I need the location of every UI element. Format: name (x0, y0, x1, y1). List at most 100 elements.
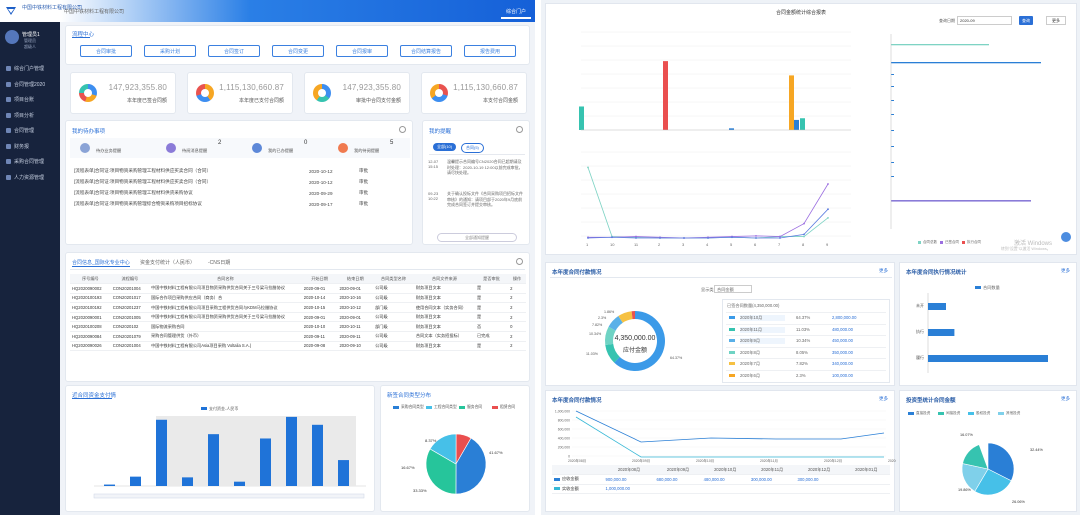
donut-icon (79, 84, 97, 102)
task-row[interactable]: [流程表单]合同证:项目物资采购管理工程材料供货采购协议 2020-09-29 审批 (74, 188, 392, 198)
task-tab-label[interactable]: 待办业务提醒 (96, 148, 122, 153)
table-row[interactable]: HQ2020100192 CON20201237 中国中铁材料工程有限公司项目采购工… (70, 302, 526, 313)
task-tab-label[interactable]: 待阅消息提醒 (182, 148, 208, 153)
table-row[interactable]: HQ2020090026 CON20201004 中国中铁材料工程有限公司Asia项… (70, 341, 526, 352)
progress-row[interactable]: 2020年8月 8.05% 350,000.00 (726, 346, 886, 357)
flow-button[interactable]: 合同报审 (336, 45, 388, 57)
column-header[interactable]: 开始日期 (301, 274, 338, 285)
contract-tab[interactable]: -CNS日期 (208, 260, 231, 266)
avatar[interactable] (5, 30, 19, 44)
query-button[interactable]: 查询 (1019, 16, 1033, 25)
progress-row[interactable]: 2020年9月 10.34% 450,000.00 (726, 335, 886, 345)
more-link[interactable]: 更多 (1061, 268, 1070, 273)
legend-item[interactable]: 采购合同类型 (393, 405, 424, 410)
table-row[interactable]: HQ2020090084 CON20201079 采购合同管理供货（外币） 2020-… (70, 331, 526, 342)
column-header[interactable]: 操作 (508, 274, 526, 285)
x-tick-label: 6 (754, 242, 757, 247)
more-link[interactable]: 更多 (879, 396, 888, 401)
table-row[interactable]: 应收金额 900,000.00 680,000.00 480,000.00 300,00… (552, 474, 890, 485)
more-link[interactable]: 更多 (879, 268, 888, 273)
column-header[interactable]: 合同名称 (148, 274, 302, 285)
more-dropdown[interactable]: 更多 (1046, 16, 1066, 25)
legend-item[interactable]: 执行合同 (962, 240, 981, 245)
kpi-card[interactable]: 1,115,130,660.87 本支付合同金额 (421, 72, 527, 114)
tab-portal[interactable]: 综合门户 (500, 6, 531, 19)
kpi-card[interactable]: 1,115,130,660.87 本年度已支付合同额 (187, 72, 293, 114)
legend-item[interactable]: 服务合同 (459, 405, 482, 410)
progress-row[interactable]: 2020年7月 7.82% 340,000.00 (726, 358, 886, 368)
legend-item[interactable]: 股权投资 (968, 411, 990, 416)
column-header[interactable]: 序号编号 (70, 274, 111, 285)
table-row[interactable]: HQ2020100208 CON2020102 国际物流采购合同 2020-10-10… (70, 321, 526, 333)
kpi-card[interactable]: 147,923,355.80 审批中合同支付金额 (304, 72, 410, 114)
notice-tab-all[interactable]: 全部(10) (433, 143, 457, 151)
task-tab-icon[interactable] (80, 143, 90, 153)
progress-row[interactable]: 2020年6月 2.3% 100,000.00 (726, 369, 886, 380)
row-color-swatch (729, 316, 735, 319)
kpi-card[interactable]: 147,923,355.80 本年度已签合同额 (70, 72, 176, 114)
task-row[interactable]: [流程表单]合同证:项目物资采购管理工程材料供应买卖合同（合同） 2020-10-… (74, 166, 392, 176)
contract-tab[interactable]: 合同信息_国际化专业中心 (72, 260, 130, 267)
flow-button[interactable]: 合同签订 (208, 45, 260, 57)
collapse-icon[interactable] (399, 126, 406, 133)
task-tab-label[interactable]: 我的已办提醒 (268, 148, 294, 153)
task-tab-icon[interactable] (338, 143, 348, 153)
row-amount: 350,000.00 (832, 349, 853, 355)
notice-tab-contract[interactable]: 合同(5) (461, 143, 484, 153)
flow-button[interactable]: 合同结算报告 (400, 45, 452, 57)
legend-item[interactable]: 间接投资 (938, 411, 960, 416)
sidebar-item[interactable]: 合同管理2020 (0, 78, 60, 91)
sidebar-item[interactable]: 项目台账 (0, 93, 60, 106)
task-tab-label[interactable]: 我的待阅提醒 (354, 148, 380, 153)
progress-row[interactable]: 2020年11月 11.03% 480,000.00 (726, 323, 886, 334)
task-type: 审批 (359, 179, 369, 184)
task-row[interactable]: [流程表单]合同证:项目物资采购管理综合物资采购项目招标协议 2020-09-17… (74, 199, 392, 209)
contract-tab[interactable]: 资金支付统计（人民币） (140, 260, 196, 266)
progress-row[interactable]: 2020年10月 64.37% 2,800,000.00 (726, 312, 886, 322)
sidebar-item[interactable]: 合同管理 (0, 124, 60, 137)
column-header[interactable]: 是否审批 (474, 274, 509, 285)
notice-text[interactable]: 温馨提示合同编号CN2020合同已超期请及时处理：2020-10-19 12:0… (447, 159, 523, 175)
row-color-swatch (729, 350, 735, 354)
sidebar-item[interactable]: 财务报 (0, 140, 60, 153)
contract-table-card: 合同信息_国际化专业中心 资金支付统计（人民币） -CNS日期 序号编号 流程编号 合同… (65, 252, 530, 382)
legend-item[interactable]: 工程合同类型 (426, 405, 457, 410)
legend-item[interactable]: 其他投资 (998, 411, 1020, 416)
flow-button[interactable]: 合同审批 (80, 45, 132, 57)
sidebar-item[interactable]: 项目分析 (0, 109, 60, 122)
table-row[interactable]: 实收金额 1,000,000.00 (552, 484, 890, 495)
table-row[interactable]: HQ2020090002 CON20201004 中国中铁材料工程有限公司项目物资采… (70, 283, 526, 294)
legend-item[interactable]: 合同总数 (918, 240, 937, 245)
collapse-icon[interactable] (516, 258, 523, 265)
floating-action-button[interactable] (1061, 232, 1071, 242)
task-tab-icon[interactable] (252, 143, 262, 153)
column-header[interactable]: 合同文件来源 (413, 274, 475, 285)
series-point (827, 216, 829, 219)
type-select[interactable]: 合同金额 (714, 285, 752, 293)
row-label: 2020年10月 (740, 315, 785, 321)
column-header[interactable]: 结束日期 (337, 274, 374, 285)
legend-item[interactable]: 已签合同 (940, 240, 959, 245)
table-cell: 2020-10-10 (301, 321, 338, 333)
legend-item[interactable]: 直接投资 (908, 411, 930, 416)
date-input[interactable]: 2020-09 (957, 16, 1012, 25)
column-header[interactable]: 合同类型名称 (373, 274, 414, 285)
column-header[interactable]: 流程编号 (110, 274, 149, 285)
notice-text[interactable]: 关于确认投标文件《合同采购项目招标文件审核》的通知：请项目部于2020年9月底前… (447, 191, 523, 207)
sidebar-item[interactable]: 人力资源管理 (0, 171, 60, 184)
flow-button[interactable]: 采购计划 (144, 45, 196, 57)
summary-bar (729, 128, 734, 130)
task-tab-icon[interactable] (166, 143, 176, 153)
collapse-icon[interactable] (516, 126, 523, 133)
task-row[interactable]: [流程表单]合同证:项目物资采购管理工程材料供应买卖合同（合同） 2020-10-… (74, 177, 392, 187)
series-line (587, 167, 829, 239)
table-row[interactable]: HQ2020100193 CON20201017 国际合作项目采购供应合同（商务）合… (70, 293, 526, 304)
sidebar-item[interactable]: 综合门户管理 (0, 62, 60, 75)
legend-item[interactable]: 租赁合同 (492, 405, 515, 410)
table-row[interactable]: HQ2020090001 CON20201005 中国中铁材料工程有限公司项目物资采… (70, 312, 526, 323)
flow-button[interactable]: 合同变更 (272, 45, 324, 57)
sidebar-item[interactable]: 采购合同管理 (0, 155, 60, 168)
more-link[interactable]: 更多 (1061, 396, 1070, 401)
all-notices-button[interactable]: 全部通知提醒 (437, 233, 517, 242)
flow-button[interactable]: 报告费用 (464, 45, 516, 57)
